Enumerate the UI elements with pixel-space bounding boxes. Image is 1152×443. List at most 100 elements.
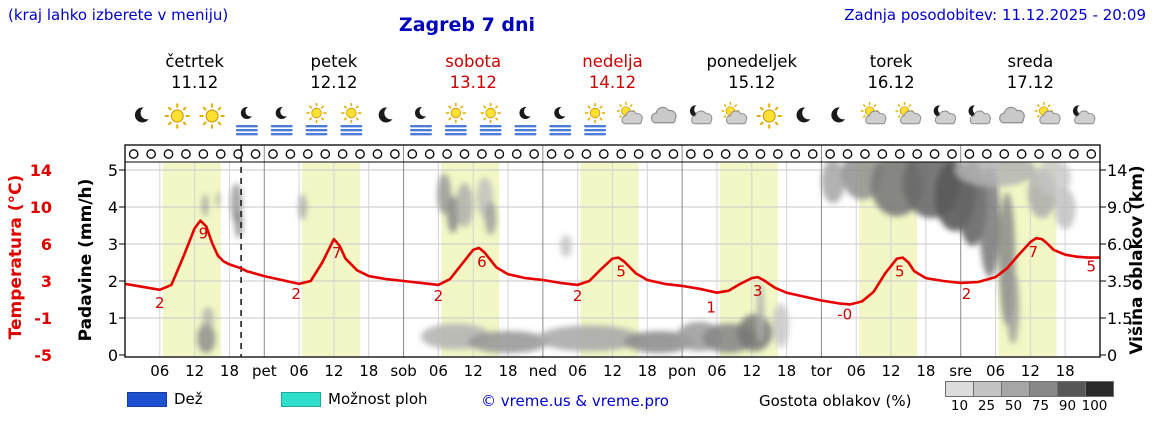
svg-text:06: 06	[429, 362, 448, 380]
scale-value: 100	[1081, 398, 1108, 414]
moon-cloud-icon	[933, 104, 957, 125]
svg-text:14: 14	[30, 161, 52, 180]
sun-cloud-icon	[616, 102, 643, 125]
cloud-density-scale: 10 25 50 75 90 100	[945, 381, 1114, 414]
gridlines	[125, 145, 1100, 357]
cloud-icon	[650, 106, 677, 124]
svg-text:sobota: sobota	[445, 52, 501, 71]
svg-text:06: 06	[290, 362, 309, 380]
svg-text:1: 1	[108, 309, 118, 328]
svg-text:15.12: 15.12	[728, 73, 775, 92]
copyright-link[interactable]: © vreme.us & vreme.pro	[481, 392, 669, 410]
moon-fog-icon	[549, 106, 572, 136]
cloud-height-axis-label: Višina oblakov (km)	[1127, 165, 1147, 355]
svg-text:6: 6	[41, 235, 52, 254]
rain-label: Dež	[174, 390, 203, 408]
svg-text:3: 3	[753, 282, 763, 300]
svg-text:nedelja: nedelja	[582, 52, 643, 71]
svg-text:ned: ned	[529, 362, 557, 380]
svg-text:12: 12	[882, 362, 901, 380]
svg-text:pon: pon	[668, 362, 696, 380]
svg-text:06: 06	[847, 362, 866, 380]
scale-segment	[1001, 381, 1030, 397]
svg-text:-0: -0	[837, 305, 852, 323]
moon-icon	[134, 106, 154, 123]
svg-text:torek: torek	[870, 52, 913, 71]
svg-text:sreda: sreda	[1007, 52, 1053, 71]
sun-fog-icon	[305, 102, 328, 136]
shower-swatch	[281, 391, 321, 407]
svg-text:1: 1	[706, 299, 716, 317]
svg-text:18: 18	[1056, 362, 1075, 380]
scale-value: 25	[977, 398, 996, 414]
moon-cloud-icon	[689, 104, 713, 125]
cloud-density-gradient-bar	[945, 381, 1114, 397]
cloud-density-scale-values: 10 25 50 75 90 100	[946, 398, 1114, 414]
day-headers: četrtek 11.12 petek 12.12 sobota 13.12 nedelja…	[165, 52, 1054, 92]
cloud-density-label: Gostota oblakov (%)	[759, 392, 912, 410]
svg-text:-1: -1	[34, 309, 52, 328]
svg-text:18: 18	[359, 362, 378, 380]
svg-text:10: 10	[30, 198, 52, 217]
svg-text:12: 12	[324, 362, 343, 380]
svg-text:7: 7	[332, 244, 342, 262]
moon-icon	[378, 106, 397, 123]
svg-text:12: 12	[464, 362, 483, 380]
svg-text:9.0: 9.0	[1107, 198, 1132, 217]
svg-text:5: 5	[1087, 258, 1097, 276]
cloud-cover-circle-row	[128, 149, 1097, 159]
svg-text:4: 4	[108, 198, 118, 217]
svg-text:12: 12	[742, 362, 761, 380]
plot-frame	[119, 144, 1106, 358]
svg-text:11.12: 11.12	[171, 73, 218, 92]
svg-text:2: 2	[108, 272, 118, 291]
moon-fog-icon	[235, 106, 258, 136]
sun-icon	[199, 103, 225, 129]
svg-text:2: 2	[434, 287, 444, 305]
scale-segment	[1057, 381, 1086, 397]
svg-text:18: 18	[916, 362, 935, 380]
svg-text:18: 18	[498, 362, 517, 380]
moon-fog-icon	[514, 106, 537, 136]
scale-segment	[973, 381, 1002, 397]
sun-cloud-icon	[860, 102, 887, 125]
svg-text:ponedeljek: ponedeljek	[706, 52, 797, 71]
svg-text:06: 06	[150, 362, 169, 380]
sun-fog-icon	[340, 102, 363, 136]
svg-text:2: 2	[291, 285, 301, 303]
moon-fog-icon	[270, 106, 293, 136]
scale-value: 10	[950, 398, 969, 414]
moon-icon	[796, 106, 815, 123]
cloud-cover-blobs	[196, 162, 1076, 354]
svg-text:12: 12	[185, 362, 204, 380]
svg-text:2: 2	[962, 285, 972, 303]
sun-cloud-icon	[1034, 102, 1061, 125]
svg-text:17.12: 17.12	[1007, 73, 1054, 92]
svg-text:3: 3	[41, 272, 52, 291]
svg-text:12.12: 12.12	[310, 73, 357, 92]
svg-text:9: 9	[199, 225, 209, 243]
svg-text:06: 06	[707, 362, 726, 380]
svg-text:2: 2	[155, 294, 165, 312]
svg-text:12: 12	[1021, 362, 1040, 380]
svg-text:6.0: 6.0	[1107, 235, 1132, 254]
legend-rain: Dež	[127, 390, 203, 408]
weather-icon-row	[134, 102, 1096, 136]
page-title: Zagreb 7 dni	[398, 14, 536, 36]
svg-text:petek: petek	[311, 52, 358, 71]
svg-text:5: 5	[108, 161, 118, 180]
precipitation-axis-label: Padavine (mm/h)	[76, 178, 96, 342]
legend-showers: Možnost ploh	[281, 390, 428, 408]
scale-segment	[1029, 381, 1058, 397]
svg-text:06: 06	[986, 362, 1005, 380]
svg-text:pet: pet	[252, 362, 277, 380]
svg-text:0: 0	[1107, 346, 1117, 365]
svg-text:2: 2	[573, 287, 583, 305]
moon-cloud-icon	[968, 104, 991, 125]
svg-text:18: 18	[220, 362, 239, 380]
svg-text:1.5: 1.5	[1107, 309, 1132, 328]
svg-text:06: 06	[568, 362, 587, 380]
